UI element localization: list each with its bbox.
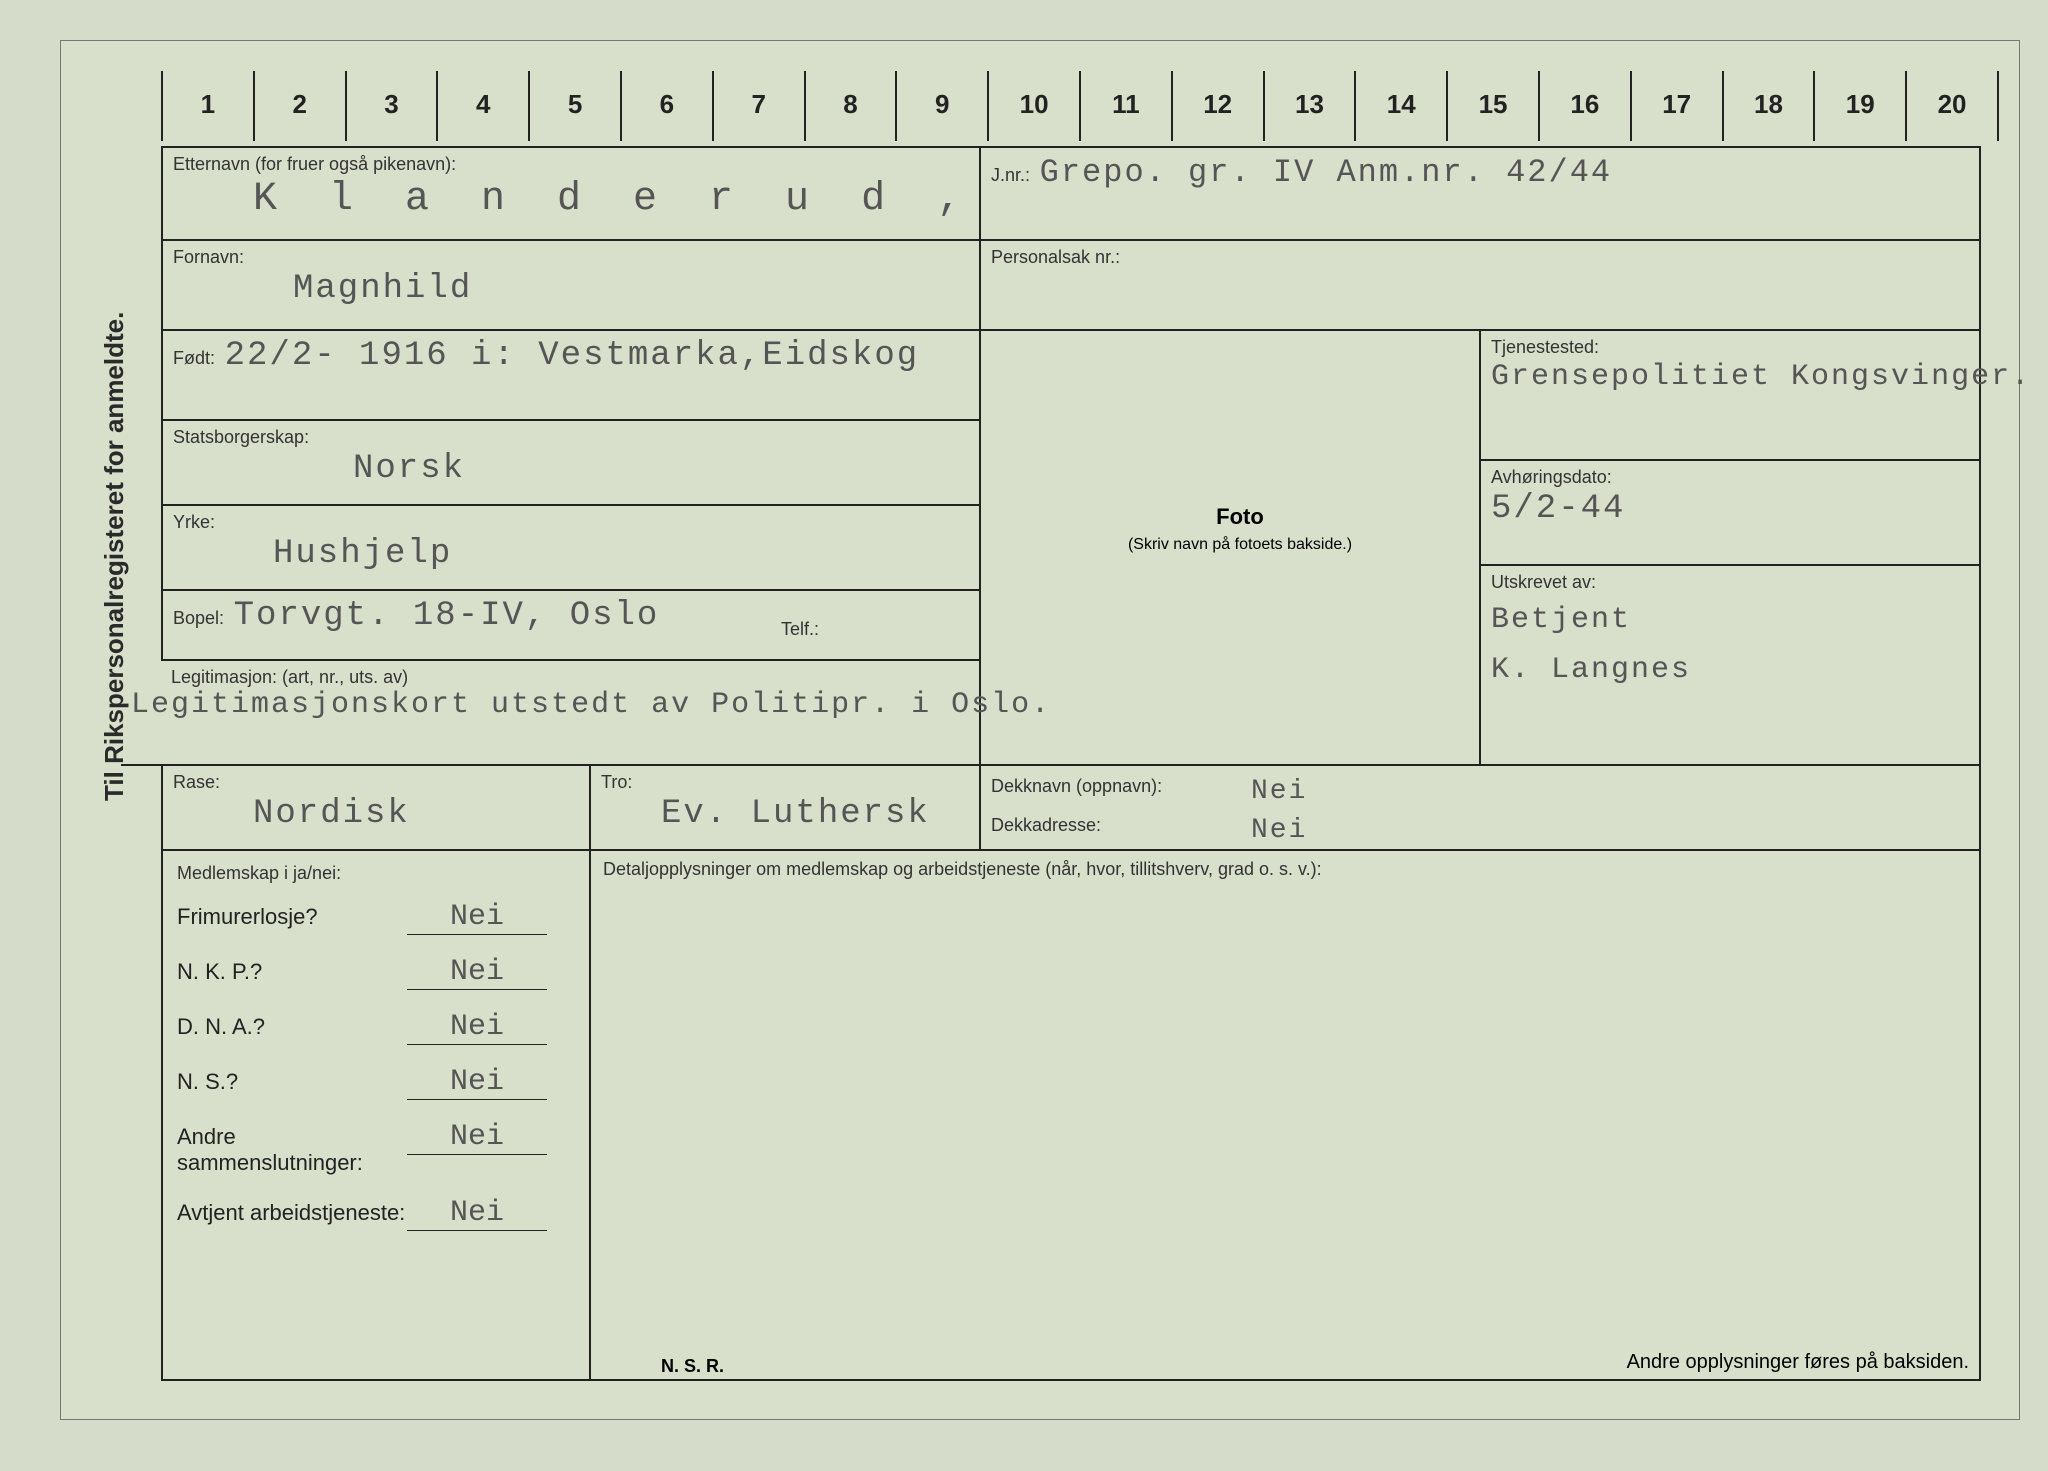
- membership-question: D. N. A.?: [177, 1014, 407, 1040]
- membership-answer: Nei: [407, 1010, 547, 1045]
- label-utskrevet: Utskrevet av:: [1491, 572, 1969, 593]
- membership-answer: Nei: [407, 1196, 547, 1231]
- membership-row: D. N. A.?Nei: [177, 1010, 575, 1045]
- label-tro: Tro:: [601, 772, 969, 793]
- ruler-tick: 14: [1354, 71, 1446, 141]
- value-fodt: 22/2- 1916 i: Vestmarka,Eidskog: [225, 337, 920, 375]
- field-foto: Foto (Skriv navn på fotoets bakside.): [981, 331, 1481, 766]
- ruler-tick: 19: [1813, 71, 1905, 141]
- field-bopel: Bopel: Torvgt. 18-IV, Oslo Telf.:: [161, 591, 981, 661]
- membership-row: Frimurerlosje?Nei: [177, 900, 575, 935]
- membership-question: N. S.?: [177, 1069, 407, 1095]
- ruler-tick: 2: [253, 71, 345, 141]
- membership-question: Avtjent arbeidstjeneste:: [177, 1200, 407, 1226]
- ruler-tick: 1: [161, 71, 253, 141]
- membership-row: Avtjent arbeidstjeneste:Nei: [177, 1196, 575, 1231]
- field-personalsak: Personalsak nr.:: [981, 241, 1981, 331]
- membership-answer: Nei: [407, 1120, 547, 1155]
- ruler-tick: 7: [712, 71, 804, 141]
- value-dekkadresse: Nei: [1251, 815, 1307, 846]
- field-avhoringsdato: Avhøringsdato: 5/2-44: [1481, 461, 1981, 566]
- label-avhoringsdato: Avhøringsdato:: [1491, 467, 1969, 488]
- foto-sub: (Skriv navn på fotoets bakside.): [991, 536, 1489, 554]
- value-bopel: Torvgt. 18-IV, Oslo: [234, 597, 660, 635]
- ruler-tick: 15: [1446, 71, 1538, 141]
- label-tjenestested: Tjenestested:: [1491, 337, 1969, 358]
- value-avhoringsdato: 5/2-44: [1491, 490, 1625, 528]
- label-rase: Rase:: [173, 772, 579, 793]
- details-label: Detaljopplysninger om medlemskap og arbe…: [603, 859, 1967, 880]
- value-fornavn: Magnhild: [173, 270, 472, 308]
- membership-row: N. K. P.?Nei: [177, 955, 575, 990]
- value-rase: Nordisk: [173, 795, 410, 833]
- form-grid: Etternavn (for fruer også pikenavn): K l…: [161, 146, 1999, 1399]
- membership-answer: Nei: [407, 900, 547, 935]
- ruler: 1234567891011121314151617181920: [161, 71, 1999, 141]
- field-tro: Tro: Ev. Luthersk: [591, 766, 981, 851]
- membership-question: N. K. P.?: [177, 959, 407, 985]
- value-utskrevet: Betjent K. Langnes: [1491, 603, 1691, 687]
- membership-question: Frimurerlosje?: [177, 904, 407, 930]
- membership-row: N. S.?Nei: [177, 1065, 575, 1100]
- field-etternavn: Etternavn (for fruer også pikenavn): K l…: [161, 146, 981, 241]
- ruler-tick: 8: [804, 71, 896, 141]
- membership-header: Medlemskap i ja/nei:: [177, 863, 575, 884]
- membership-answer: Nei: [407, 1065, 547, 1100]
- field-legitimasjon: Legitimasjon: (art, nr., uts. av) Legiti…: [121, 661, 981, 766]
- ruler-tick: 9: [895, 71, 987, 141]
- value-tro: Ev. Luthersk: [601, 795, 930, 833]
- value-tjenestested: Grensepolitiet Kongsvinger.: [1491, 360, 2031, 394]
- field-tjenestested: Tjenestested: Grensepolitiet Kongsvinger…: [1481, 331, 1981, 461]
- field-jnr: J.nr.: Grepo. gr. IV Anm.nr. 42/44: [981, 146, 1981, 241]
- label-fodt: Født:: [173, 348, 215, 368]
- field-fornavn: Fornavn: Magnhild: [161, 241, 981, 331]
- ruler-tick: 17: [1630, 71, 1722, 141]
- label-bopel: Bopel:: [173, 608, 224, 628]
- foto-title: Foto: [991, 504, 1489, 530]
- label-statsborgerskap: Statsborgerskap:: [173, 427, 969, 448]
- field-fodt: Født: 22/2- 1916 i: Vestmarka,Eidskog: [161, 331, 981, 421]
- value-legitimasjon: Legitimasjonskort utstedt av Politipr. i…: [131, 688, 1051, 722]
- label-fornavn: Fornavn:: [173, 247, 969, 268]
- membership-question: Andre sammenslutninger:: [177, 1124, 407, 1176]
- ruler-tick: 16: [1538, 71, 1630, 141]
- ruler-tick: 4: [436, 71, 528, 141]
- membership-answer: Nei: [407, 955, 547, 990]
- footer-nsr: N. S. R.: [661, 1356, 724, 1377]
- field-yrke: Yrke: Hushjelp: [161, 506, 981, 591]
- ruler-tick: 5: [528, 71, 620, 141]
- label-telf: Telf.:: [781, 619, 819, 640]
- membership-row: Andre sammenslutninger:Nei: [177, 1120, 575, 1176]
- membership-box: Medlemskap i ja/nei: Frimurerlosje?NeiN.…: [161, 851, 591, 1381]
- ruler-tick: 11: [1079, 71, 1171, 141]
- value-statsborgerskap: Norsk: [173, 450, 465, 488]
- ruler-tick: 13: [1263, 71, 1355, 141]
- label-jnr: J.nr.:: [991, 165, 1030, 185]
- label-dekkadresse: Dekkadresse:: [991, 815, 1251, 844]
- ruler-tick: 6: [620, 71, 712, 141]
- record-card: Til Rikspersonalregisteret for anmeldte.…: [60, 40, 2020, 1420]
- label-personalsak: Personalsak nr.:: [991, 247, 1969, 268]
- value-etternavn: K l a n d e r u d ,: [173, 177, 975, 222]
- value-jnr: Grepo. gr. IV Anm.nr. 42/44: [1040, 154, 1612, 191]
- label-dekknavn: Dekknavn (oppnavn):: [991, 776, 1251, 805]
- value-yrke: Hushjelp: [173, 535, 452, 573]
- ruler-tick: 12: [1171, 71, 1263, 141]
- label-yrke: Yrke:: [173, 512, 969, 533]
- ruler-tick: 20: [1905, 71, 1999, 141]
- field-dekk: Dekknavn (oppnavn): Nei Dekkadresse: Nei: [981, 766, 1981, 851]
- details-box: Detaljopplysninger om medlemskap og arbe…: [591, 851, 1981, 1381]
- label-legitimasjon: Legitimasjon: (art, nr., uts. av): [131, 667, 408, 687]
- field-utskrevet: Utskrevet av: Betjent K. Langnes: [1481, 566, 1981, 766]
- ruler-tick: 3: [345, 71, 437, 141]
- footer-right: Andre opplysninger føres på baksiden.: [1627, 1351, 1969, 1374]
- ruler-tick: 10: [987, 71, 1079, 141]
- ruler-tick: 18: [1722, 71, 1814, 141]
- label-etternavn: Etternavn (for fruer også pikenavn):: [173, 154, 969, 175]
- field-rase: Rase: Nordisk: [161, 766, 591, 851]
- value-dekknavn: Nei: [1251, 776, 1307, 807]
- field-statsborgerskap: Statsborgerskap: Norsk: [161, 421, 981, 506]
